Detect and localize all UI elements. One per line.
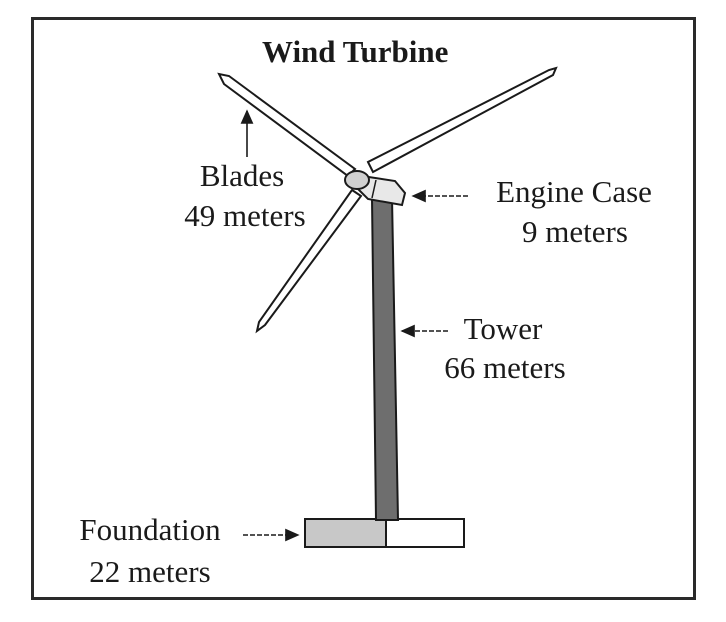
- blade-lower: [255, 188, 363, 334]
- blade-upper-right: [366, 66, 558, 174]
- foundation: [304, 518, 465, 548]
- blades-label: Blades: [199, 158, 285, 193]
- tower-label: Tower: [463, 311, 543, 346]
- diagram-title: Wind Turbine: [262, 34, 449, 69]
- tower: [370, 197, 400, 521]
- leader-arrows: [240, 109, 468, 542]
- blades-length: 49 meters: [184, 198, 306, 233]
- rotor-blades: [217, 66, 558, 334]
- rotor-hub: [344, 170, 370, 190]
- engine-case-label: Engine Case: [496, 174, 652, 209]
- diagram-frame: [31, 17, 696, 600]
- tower-length: 66 meters: [444, 350, 566, 385]
- engine-case: [344, 170, 407, 207]
- blade-upper-left: [217, 72, 357, 178]
- foundation-length: 22 meters: [89, 554, 211, 589]
- foundation-label: Foundation: [79, 512, 221, 547]
- engine-case-length: 9 meters: [522, 214, 628, 249]
